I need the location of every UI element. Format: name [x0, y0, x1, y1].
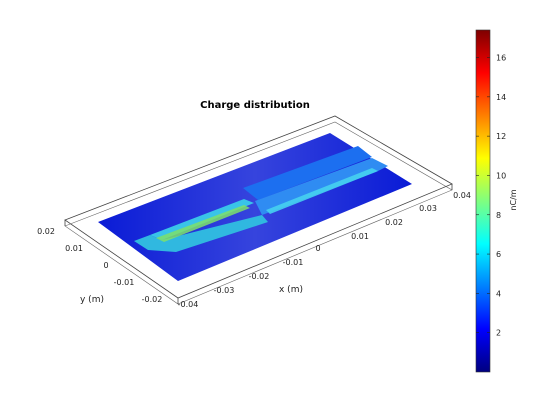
x-axis: -0.04 -0.03 -0.02 -0.01 0 0.01 0.02 0.03… — [178, 191, 471, 309]
y-tick-label: 0.02 — [37, 227, 55, 236]
x-tick-label: -0.04 — [178, 300, 199, 309]
colorbar-tick-label: 12 — [496, 132, 506, 141]
lower-trace-surface — [255, 158, 388, 215]
feed-trace-upper — [150, 199, 254, 240]
surface-plot — [98, 133, 412, 281]
x-tick-label: -0.01 — [283, 258, 304, 267]
colorbar-tick-label: 16 — [496, 54, 506, 63]
feed-trace-lower — [134, 215, 268, 252]
x-tick-label: 0.01 — [351, 232, 369, 241]
colorbar-tick-label: 14 — [496, 93, 506, 102]
x-tick-label: -0.03 — [214, 286, 235, 295]
y-tick-label: -0.02 — [142, 295, 163, 304]
colorbar-gradient — [475, 29, 491, 373]
colorbar-tick-label: 4 — [496, 289, 501, 298]
upper-trace-surface — [243, 146, 372, 200]
colorbar-unit-label: nC/m — [509, 189, 518, 210]
chart-title: Charge distribution — [200, 100, 310, 111]
colorbar-tick-label: 6 — [496, 250, 501, 259]
y-axis: 0.02 0.01 0 -0.01 -0.02 y (m) — [37, 227, 162, 305]
x-axis-label: x (m) — [279, 285, 303, 295]
colorbar-tick-label: 2 — [496, 329, 501, 338]
x-tick-label: 0.02 — [385, 218, 403, 227]
x-tick-label: -0.02 — [249, 272, 270, 281]
y-axis-label: y (m) — [80, 295, 104, 305]
y-tick-label: 0 — [103, 261, 108, 270]
colorbar: 2 4 6 8 10 12 14 16 nC/m — [475, 29, 518, 373]
y-tick-label: -0.01 — [114, 278, 135, 287]
x-tick-label: 0.04 — [453, 191, 471, 200]
axes-box — [64, 115, 453, 305]
colorbar-tick-label: 10 — [496, 171, 506, 180]
x-tick-label: 0.03 — [419, 204, 437, 213]
trace-edge-highlight — [156, 205, 250, 242]
x-tick-label: 0 — [315, 244, 320, 253]
colorbar-tick-label: 8 — [496, 211, 501, 220]
trace-edge-glow — [266, 168, 378, 214]
y-tick-label: 0.01 — [65, 244, 83, 253]
